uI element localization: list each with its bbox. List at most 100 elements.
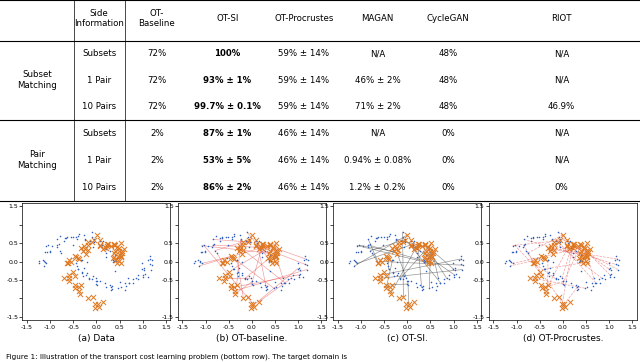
- Point: [109, 268, 120, 273]
- Point: [66, 255, 76, 261]
- Point: [89, 237, 99, 243]
- Text: 48%: 48%: [438, 102, 458, 111]
- Point: [612, 267, 623, 273]
- Point: [45, 248, 55, 254]
- Text: N/A: N/A: [554, 76, 569, 85]
- Point: [225, 253, 236, 259]
- Point: [403, 232, 413, 238]
- Point: [244, 239, 255, 245]
- Point: [575, 254, 586, 260]
- Point: [244, 273, 254, 279]
- Point: [426, 241, 436, 247]
- Point: [62, 260, 72, 266]
- Text: 2%: 2%: [150, 183, 164, 191]
- Point: [378, 242, 388, 248]
- Point: [264, 251, 275, 256]
- Point: [227, 254, 237, 260]
- Point: [355, 249, 365, 254]
- Point: [611, 253, 621, 259]
- Point: [238, 247, 248, 253]
- Point: [97, 244, 107, 250]
- Point: [228, 266, 239, 272]
- Point: [124, 280, 134, 286]
- Point: [147, 267, 157, 273]
- Text: Figure 1: Illustration of the transport cost learning problem (bottom row). The : Figure 1: Illustration of the transport …: [6, 354, 348, 360]
- Point: [387, 257, 397, 263]
- Point: [294, 265, 305, 271]
- Point: [375, 272, 385, 278]
- Point: [568, 241, 579, 247]
- Text: N/A: N/A: [554, 129, 569, 138]
- Point: [215, 238, 225, 244]
- Point: [292, 266, 303, 272]
- Point: [147, 257, 157, 263]
- Point: [426, 252, 436, 258]
- Point: [537, 260, 547, 266]
- Point: [573, 286, 583, 292]
- Point: [425, 258, 435, 264]
- Point: [54, 241, 64, 247]
- Point: [76, 282, 86, 287]
- Point: [545, 265, 556, 270]
- Point: [381, 253, 391, 259]
- Point: [95, 242, 106, 248]
- Point: [246, 275, 256, 281]
- Point: [104, 282, 115, 288]
- Point: [227, 260, 237, 266]
- Point: [226, 285, 236, 291]
- Point: [375, 275, 385, 281]
- Point: [269, 285, 279, 291]
- Point: [409, 246, 419, 252]
- Point: [80, 237, 90, 243]
- Point: [253, 299, 264, 304]
- Point: [229, 231, 239, 237]
- Point: [406, 243, 416, 249]
- Text: 59% ± 14%: 59% ± 14%: [278, 102, 330, 111]
- Point: [543, 257, 553, 262]
- Point: [72, 263, 82, 269]
- Point: [286, 275, 296, 281]
- Point: [72, 236, 82, 242]
- Point: [117, 248, 127, 254]
- Point: [550, 275, 561, 281]
- Point: [392, 270, 403, 276]
- Point: [218, 260, 228, 266]
- Point: [221, 255, 232, 261]
- Point: [280, 280, 290, 286]
- Point: [101, 245, 111, 251]
- Point: [547, 236, 557, 242]
- Point: [417, 285, 427, 290]
- Point: [580, 258, 591, 264]
- Point: [546, 246, 556, 252]
- Point: [422, 258, 432, 264]
- Point: [47, 243, 58, 249]
- Point: [532, 258, 543, 264]
- Point: [244, 244, 254, 250]
- Text: 46% ± 14%: 46% ± 14%: [278, 129, 330, 138]
- Point: [394, 247, 404, 253]
- Point: [232, 257, 242, 263]
- Point: [568, 251, 578, 256]
- Point: [137, 266, 147, 272]
- Point: [238, 239, 248, 245]
- Point: [101, 254, 111, 260]
- Point: [580, 252, 591, 258]
- Point: [251, 243, 261, 249]
- Point: [268, 260, 278, 266]
- Point: [39, 258, 49, 264]
- Point: [370, 238, 380, 244]
- Text: 2%: 2%: [150, 156, 164, 165]
- Point: [366, 233, 376, 239]
- Point: [394, 239, 404, 245]
- Point: [250, 304, 260, 310]
- Point: [569, 241, 579, 247]
- Point: [217, 235, 227, 241]
- Point: [539, 266, 549, 272]
- Point: [423, 244, 433, 250]
- Point: [87, 239, 97, 245]
- Point: [109, 258, 119, 264]
- Point: [72, 266, 83, 272]
- Point: [574, 255, 584, 261]
- Point: [590, 280, 600, 286]
- Text: 46% ± 14%: 46% ± 14%: [278, 156, 330, 165]
